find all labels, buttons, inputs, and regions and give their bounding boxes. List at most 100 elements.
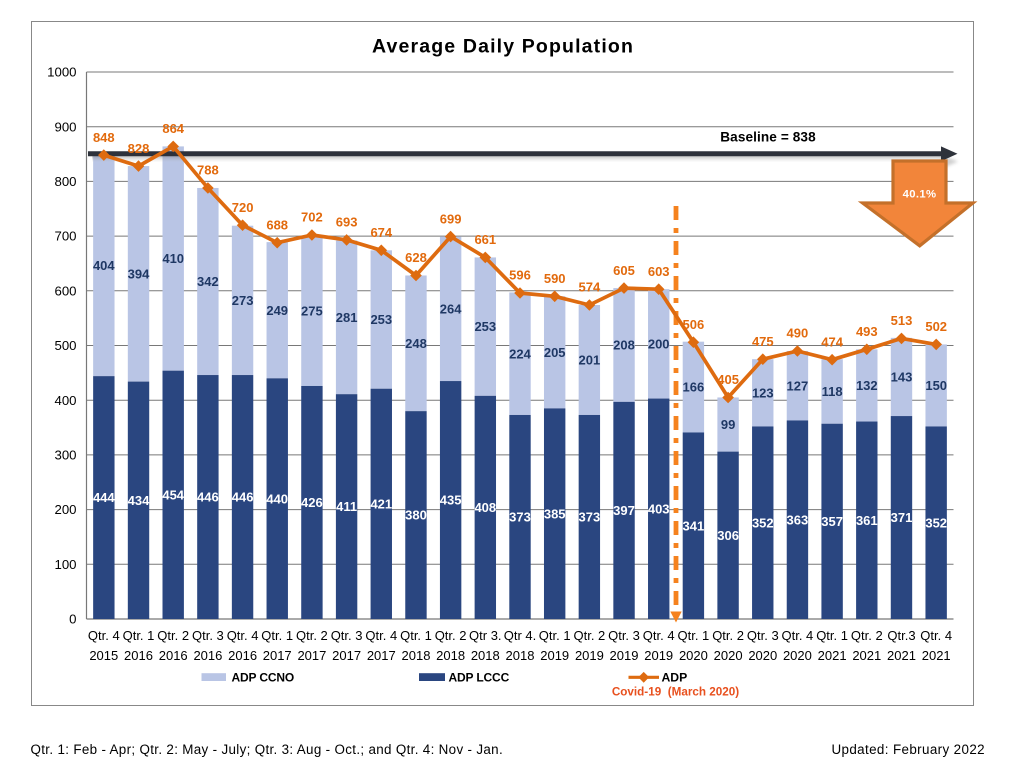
- svg-text:2020: 2020: [748, 648, 777, 663]
- svg-text:ADP CCNO: ADP CCNO: [232, 671, 295, 685]
- svg-text:2019: 2019: [540, 648, 569, 663]
- svg-text:127: 127: [787, 378, 809, 393]
- svg-text:513: 513: [891, 313, 913, 328]
- svg-text:408: 408: [474, 500, 496, 515]
- svg-text:Qtr. 2: Qtr. 2: [574, 628, 606, 643]
- svg-text:800: 800: [54, 174, 76, 189]
- svg-text:2018: 2018: [506, 648, 535, 663]
- svg-text:693: 693: [336, 215, 358, 230]
- svg-text:Qtr. 1: Qtr. 1: [123, 628, 155, 643]
- svg-text:132: 132: [856, 378, 878, 393]
- svg-text:661: 661: [474, 232, 496, 247]
- svg-text:264: 264: [440, 302, 462, 317]
- svg-text:306: 306: [717, 528, 739, 543]
- svg-text:400: 400: [54, 393, 76, 408]
- svg-text:352: 352: [752, 515, 774, 530]
- svg-text:444: 444: [93, 490, 115, 505]
- svg-text:2017: 2017: [297, 648, 326, 663]
- svg-text:454: 454: [162, 487, 184, 502]
- svg-text:99: 99: [721, 417, 735, 432]
- svg-text:166: 166: [683, 380, 705, 395]
- svg-text:Qtr 3.: Qtr 3.: [469, 628, 502, 643]
- svg-text:674: 674: [370, 225, 392, 240]
- svg-text:200: 200: [54, 502, 76, 517]
- svg-text:Qtr. 4: Qtr. 4: [365, 628, 397, 643]
- svg-text:2020: 2020: [714, 648, 743, 663]
- svg-text:201: 201: [579, 353, 601, 368]
- svg-text:Qtr. 1: Feb - Apr; Qtr. 2: May: Qtr. 1: Feb - Apr; Qtr. 2: May - July; Q…: [31, 742, 504, 757]
- svg-text:373: 373: [509, 510, 531, 525]
- svg-text:Qtr. 4: Qtr. 4: [643, 628, 675, 643]
- svg-text:493: 493: [856, 324, 878, 339]
- svg-text:40.1%: 40.1%: [903, 189, 937, 201]
- svg-text:702: 702: [301, 210, 323, 225]
- svg-text:Qtr. 1: Qtr. 1: [816, 628, 848, 643]
- svg-text:1000: 1000: [47, 65, 76, 80]
- svg-text:2018: 2018: [436, 648, 465, 663]
- svg-text:900: 900: [54, 119, 76, 134]
- svg-text:410: 410: [162, 251, 184, 266]
- svg-text:600: 600: [54, 283, 76, 298]
- svg-text:Qtr. 1: Qtr. 1: [400, 628, 432, 643]
- svg-text:2021: 2021: [922, 648, 951, 663]
- svg-text:Updated: February 2022: Updated: February 2022: [831, 742, 985, 757]
- svg-text:2021: 2021: [818, 648, 847, 663]
- svg-text:352: 352: [925, 515, 947, 530]
- svg-text:2018: 2018: [402, 648, 431, 663]
- svg-text:474: 474: [821, 334, 843, 349]
- svg-text:273: 273: [232, 293, 254, 308]
- svg-text:Qtr. 2: Qtr. 2: [712, 628, 744, 643]
- svg-text:2016: 2016: [159, 648, 188, 663]
- svg-text:2021: 2021: [887, 648, 916, 663]
- svg-text:Qtr 4.: Qtr 4.: [504, 628, 537, 643]
- svg-text:341: 341: [683, 518, 705, 533]
- svg-text:Qtr. 3: Qtr. 3: [747, 628, 779, 643]
- svg-text:405: 405: [717, 372, 739, 387]
- svg-text:596: 596: [509, 268, 531, 283]
- svg-text:2017: 2017: [367, 648, 396, 663]
- svg-text:848: 848: [93, 130, 115, 145]
- svg-text:403: 403: [648, 501, 670, 516]
- svg-text:435: 435: [440, 493, 462, 508]
- svg-text:490: 490: [787, 326, 809, 341]
- svg-text:828: 828: [128, 141, 150, 156]
- svg-text:Qtr. 3: Qtr. 3: [331, 628, 363, 643]
- svg-text:ADP LCCC: ADP LCCC: [449, 671, 510, 685]
- svg-text:Qtr.3: Qtr.3: [887, 628, 915, 643]
- svg-text:118: 118: [822, 384, 843, 399]
- svg-text:123: 123: [752, 385, 774, 400]
- svg-text:Qtr. 1: Qtr. 1: [539, 628, 571, 643]
- svg-text:205: 205: [544, 345, 566, 360]
- svg-text:590: 590: [544, 271, 566, 286]
- svg-text:411: 411: [336, 499, 357, 514]
- svg-text:100: 100: [54, 557, 76, 572]
- svg-text:2016: 2016: [124, 648, 153, 663]
- svg-text:603: 603: [648, 264, 670, 279]
- svg-text:574: 574: [579, 280, 601, 295]
- svg-text:Qtr. 4: Qtr. 4: [782, 628, 814, 643]
- svg-text:864: 864: [162, 121, 184, 136]
- svg-text:357: 357: [821, 514, 843, 529]
- svg-text:688: 688: [266, 217, 288, 232]
- svg-text:Qtr. 3: Qtr. 3: [192, 628, 224, 643]
- svg-text:380: 380: [405, 508, 427, 523]
- svg-text:361: 361: [856, 513, 878, 528]
- svg-text:200: 200: [648, 337, 670, 352]
- svg-text:281: 281: [336, 310, 358, 325]
- svg-text:397: 397: [613, 503, 635, 518]
- svg-text:2019: 2019: [610, 648, 639, 663]
- svg-text:2018: 2018: [471, 648, 500, 663]
- svg-text:440: 440: [266, 491, 288, 506]
- svg-text:275: 275: [301, 303, 323, 318]
- svg-text:300: 300: [54, 448, 76, 463]
- svg-text:Qtr. 1: Qtr. 1: [261, 628, 293, 643]
- svg-text:2020: 2020: [783, 648, 812, 663]
- svg-text:421: 421: [370, 497, 392, 512]
- svg-text:Qtr. 2: Qtr. 2: [296, 628, 328, 643]
- svg-text:248: 248: [405, 336, 427, 351]
- svg-text:Qtr. 2: Qtr. 2: [157, 628, 189, 643]
- svg-text:500: 500: [54, 338, 76, 353]
- svg-text:2019: 2019: [575, 648, 604, 663]
- svg-text:Qtr. 2: Qtr. 2: [851, 628, 883, 643]
- svg-text:Average Daily Population: Average Daily Population: [372, 36, 634, 58]
